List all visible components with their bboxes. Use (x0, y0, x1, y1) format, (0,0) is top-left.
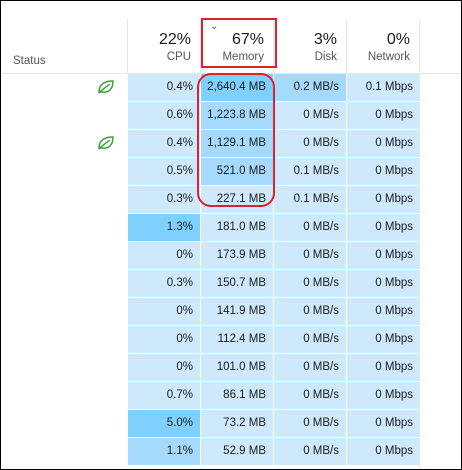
table-row[interactable]: 5.0% 73.2 MB 0 MB/s 0 Mbps (1, 410, 461, 438)
disk-cell: 0 MB/s (274, 410, 346, 437)
sort-chevron-down-icon: ⌄ (210, 21, 219, 32)
cpu-cell: 0.5% (128, 158, 200, 185)
table-row[interactable]: 0% 101.0 MB 0 MB/s 0 Mbps (1, 354, 461, 382)
cpu-total-percent: 22% (158, 31, 191, 48)
disk-cell: 0 MB/s (274, 438, 346, 465)
memory-values-highlight-box (197, 73, 275, 207)
column-header-cpu[interactable]: 22% CPU (127, 19, 201, 73)
cpu-cell: 0.6% (128, 102, 200, 129)
column-header-bar: Status 22% CPU ⌄ 67% Memory 3% Disk 0% N… (1, 19, 461, 74)
efficiency-mode-leaf-icon (97, 79, 115, 95)
network-cell: 0 Mbps (347, 102, 419, 129)
network-cell: 0 Mbps (347, 382, 419, 409)
memory-cell: 101.0 MB (201, 354, 273, 381)
network-cell: 0 Mbps (347, 298, 419, 325)
network-total-percent: 0% (386, 31, 410, 48)
memory-total-percent: 67% (231, 31, 264, 48)
disk-cell: 0 MB/s (274, 382, 346, 409)
disk-cell: 0 MB/s (274, 214, 346, 241)
memory-cell: 2,640.4 MB (201, 74, 273, 101)
cpu-column-label: CPU (166, 51, 191, 63)
column-header-status[interactable]: Status (13, 55, 46, 67)
cpu-cell: 0% (128, 354, 200, 381)
cpu-cell: 0% (128, 326, 200, 353)
network-cell: 0.1 Mbps (347, 74, 419, 101)
cpu-cell: 1.3% (128, 214, 200, 241)
memory-cell: 52.9 MB (201, 438, 273, 465)
memory-cell: 86.1 MB (201, 382, 273, 409)
disk-column-label: Disk (314, 51, 337, 63)
table-row[interactable]: 0.7% 86.1 MB 0 MB/s 0 Mbps (1, 382, 461, 410)
table-row[interactable]: 0.6% 1,223.8 MB 0 MB/s 0 Mbps (1, 102, 461, 130)
table-row[interactable]: 0% 173.9 MB 0 MB/s 0 Mbps (1, 242, 461, 270)
memory-cell: 141.9 MB (201, 298, 273, 325)
cpu-cell: 1.1% (128, 438, 200, 465)
network-cell: 0 Mbps (347, 270, 419, 297)
memory-cell: 73.2 MB (201, 410, 273, 437)
table-row[interactable]: 1.3% 181.0 MB 0 MB/s 0 Mbps (1, 214, 461, 242)
table-row[interactable]: 0.4% 1,129.1 MB 0 MB/s 0 Mbps (1, 130, 461, 158)
memory-column-label: Memory (222, 51, 264, 63)
network-cell: 0 Mbps (347, 158, 419, 185)
table-row[interactable]: 0.5% 521.0 MB 0.1 MB/s 0 Mbps (1, 158, 461, 186)
disk-cell: 0 MB/s (274, 102, 346, 129)
column-header-memory[interactable]: ⌄ 67% Memory (200, 19, 274, 73)
column-divider (419, 19, 420, 469)
memory-cell: 150.7 MB (201, 270, 273, 297)
cpu-cell: 0.4% (128, 74, 200, 101)
cpu-cell: 0.3% (128, 186, 200, 213)
table-row[interactable]: 0.4% 2,640.4 MB 0.2 MB/s 0.1 Mbps (1, 74, 461, 102)
table-row[interactable]: 0.3% 150.7 MB 0 MB/s 0 Mbps (1, 270, 461, 298)
disk-total-percent: 3% (313, 31, 337, 48)
memory-cell: 1,129.1 MB (201, 130, 273, 157)
table-row[interactable]: 1.1% 52.9 MB 0 MB/s 0 Mbps (1, 438, 461, 466)
column-header-disk[interactable]: 3% Disk (273, 19, 347, 73)
memory-cell: 173.9 MB (201, 242, 273, 269)
disk-cell: 0 MB/s (274, 270, 346, 297)
network-cell: 0 Mbps (347, 186, 419, 213)
column-header-network[interactable]: 0% Network (346, 19, 420, 73)
network-column-label: Network (367, 51, 410, 63)
memory-header-highlight-box (201, 18, 277, 68)
network-cell: 0 Mbps (347, 242, 419, 269)
table-row[interactable]: 0% 141.9 MB 0 MB/s 0 Mbps (1, 298, 461, 326)
network-cell: 0 Mbps (347, 354, 419, 381)
memory-cell: 521.0 MB (201, 158, 273, 185)
network-cell: 0 Mbps (347, 410, 419, 437)
process-rows: 0.4% 2,640.4 MB 0.2 MB/s 0.1 Mbps 0.6% 1,223.… (1, 74, 461, 466)
table-row[interactable]: 0% 112.4 MB 0 MB/s 0 Mbps (1, 326, 461, 354)
cpu-cell: 0% (128, 242, 200, 269)
network-cell: 0 Mbps (347, 214, 419, 241)
disk-cell: 0.1 MB/s (274, 186, 346, 213)
cpu-cell: 0.3% (128, 270, 200, 297)
memory-cell: 1,223.8 MB (201, 102, 273, 129)
memory-cell: 112.4 MB (201, 326, 273, 353)
disk-cell: 0 MB/s (274, 242, 346, 269)
network-cell: 0 Mbps (347, 438, 419, 465)
network-cell: 0 Mbps (347, 326, 419, 353)
disk-cell: 0 MB/s (274, 354, 346, 381)
disk-cell: 0 MB/s (274, 130, 346, 157)
cpu-cell: 0.7% (128, 382, 200, 409)
cpu-cell: 5.0% (128, 410, 200, 437)
disk-cell: 0 MB/s (274, 326, 346, 353)
disk-cell: 0 MB/s (274, 298, 346, 325)
cpu-cell: 0.4% (128, 130, 200, 157)
efficiency-mode-leaf-icon (97, 135, 115, 151)
disk-cell: 0.1 MB/s (274, 158, 346, 185)
network-cell: 0 Mbps (347, 130, 419, 157)
memory-cell: 181.0 MB (201, 214, 273, 241)
disk-cell: 0.2 MB/s (274, 74, 346, 101)
cpu-cell: 0% (128, 298, 200, 325)
